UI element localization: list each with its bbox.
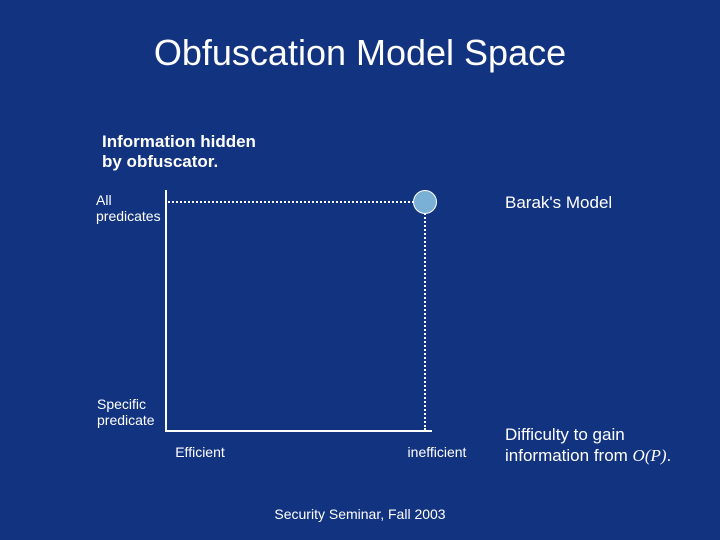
x-axis-line [165,430,432,432]
x-tick-label: inefficient [408,444,467,460]
y-tick-label: Allpredicates [96,192,161,224]
x-axis-title-suffix: . [667,446,672,465]
annotation-barak-model: Barak's Model [505,192,612,213]
slide-footer: Security Seminar, Fall 2003 [0,506,720,522]
y-axis-line [165,190,167,432]
y-axis-title: Information hiddenby obfuscator. [102,132,256,173]
annotation-text: Barak's Model [505,193,612,212]
reference-line-vertical [424,210,426,430]
x-axis-title-italic: O(P) [633,446,667,465]
x-axis-title-prefix: Difficulty to gaininformation from [505,425,633,465]
x-tick-inefficient: inefficient [392,444,482,460]
y-axis-title-text: Information hiddenby obfuscator. [102,132,256,171]
x-tick-efficient: Efficient [155,444,245,460]
reference-line-horizontal [168,201,414,203]
x-axis-title: Difficulty to gaininformation from O(P). [505,424,671,467]
slide-title: Obfuscation Model Space [0,32,720,74]
slide: Obfuscation Model Space Information hidd… [0,0,720,540]
barak-model-point [413,190,437,214]
y-tick-all-predicates: Allpredicates [96,192,161,224]
y-tick-label: Specificpredicate [97,396,155,428]
x-tick-label: Efficient [175,444,225,460]
y-tick-specific-predicate: Specificpredicate [97,396,155,428]
